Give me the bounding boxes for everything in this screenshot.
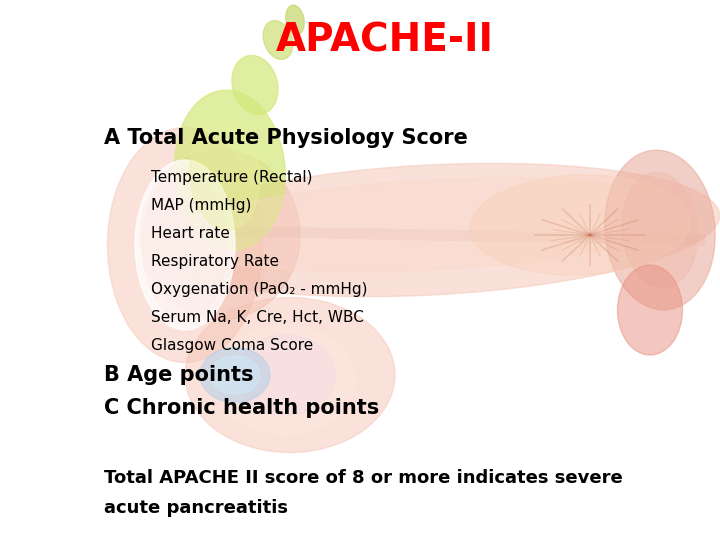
Text: Respiratory Rate: Respiratory Rate: [151, 254, 279, 269]
Ellipse shape: [286, 5, 305, 35]
Ellipse shape: [140, 150, 300, 320]
Text: Heart rate: Heart rate: [151, 226, 230, 241]
Text: C Chronic health points: C Chronic health points: [104, 397, 379, 418]
Text: Glasgow Coma Score: Glasgow Coma Score: [151, 338, 313, 353]
Ellipse shape: [605, 150, 715, 310]
Text: Total APACHE II score of 8 or more indicates severe: Total APACHE II score of 8 or more indic…: [104, 469, 623, 487]
Ellipse shape: [140, 163, 719, 296]
Ellipse shape: [143, 170, 228, 320]
Ellipse shape: [232, 56, 278, 114]
Ellipse shape: [200, 348, 270, 402]
Ellipse shape: [622, 173, 698, 287]
Ellipse shape: [175, 90, 285, 250]
Ellipse shape: [107, 127, 263, 362]
Text: MAP (mmHg): MAP (mmHg): [151, 198, 251, 213]
Text: APACHE-II: APACHE-II: [276, 22, 494, 59]
Ellipse shape: [185, 298, 395, 453]
Ellipse shape: [135, 160, 235, 330]
Ellipse shape: [618, 265, 683, 355]
Text: A Total Acute Physiology Score: A Total Acute Physiology Score: [104, 127, 468, 148]
Text: acute pancreatitis: acute pancreatitis: [104, 498, 289, 517]
Ellipse shape: [264, 21, 293, 59]
Ellipse shape: [235, 335, 335, 415]
Ellipse shape: [210, 356, 260, 394]
Text: B Age points: B Age points: [104, 365, 254, 386]
Text: Oxygenation (PaO₂ - mmHg): Oxygenation (PaO₂ - mmHg): [151, 282, 368, 297]
Ellipse shape: [190, 120, 260, 230]
Ellipse shape: [215, 325, 355, 435]
Text: Serum Na, K, Cre, Hct, WBC: Serum Na, K, Cre, Hct, WBC: [151, 310, 364, 325]
Ellipse shape: [171, 178, 690, 272]
Ellipse shape: [470, 175, 690, 275]
Text: Temperature (Rectal): Temperature (Rectal): [151, 170, 312, 185]
